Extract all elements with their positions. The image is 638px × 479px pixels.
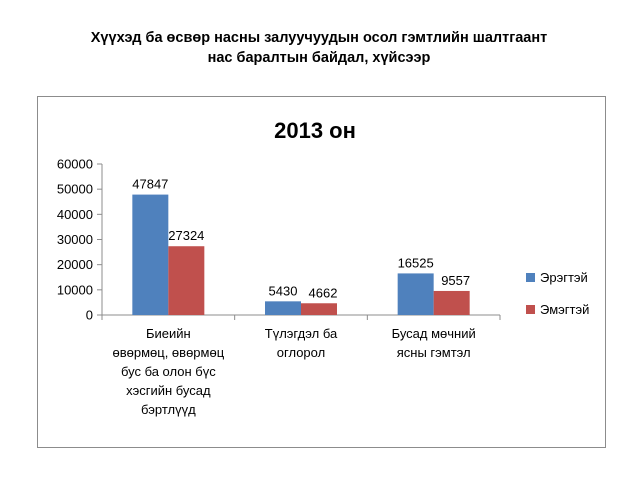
legend-swatch	[526, 273, 535, 282]
category-label-line: Биеийн	[146, 326, 191, 341]
data-label: 5430	[269, 283, 298, 298]
chart-frame	[37, 96, 606, 448]
legend-label: Эрэгтэй	[540, 270, 588, 285]
y-tick-label: 10000	[57, 282, 93, 297]
category-label-line: бус ба олон бүс	[121, 364, 216, 379]
bar-series-2	[433, 290, 470, 315]
bar-series-1	[397, 273, 434, 315]
y-tick-label: 20000	[57, 257, 93, 272]
category-label: Бусад мөчний ясны гэмтэл	[392, 326, 476, 360]
category-label-line: өвөрмөц, өвөрмөц	[113, 345, 225, 360]
slide-title-line-1: Хүүхэд ба өсвөр насны залуучуудын осол г…	[90, 30, 548, 46]
data-label: 27324	[168, 228, 204, 243]
bar-series-1	[265, 301, 301, 315]
slide-title: Хүүхэд ба өсвөр насны залуучуудын осол г…	[0, 28, 638, 68]
data-label: 4662	[309, 285, 338, 300]
slide-title-line-2: нас баралтын байдал, хүйсээр	[207, 50, 431, 66]
y-tick-label: 0	[86, 308, 93, 323]
legend-label: Эмэгтэй	[540, 302, 589, 317]
y-tick-label: 40000	[57, 207, 93, 222]
y-tick-label: 60000	[57, 157, 93, 172]
chart-title: 2013 он	[274, 118, 356, 143]
category-label-line: оглорол	[277, 345, 325, 360]
bars	[132, 194, 470, 315]
category-label-line: ясны гэмтэл	[397, 345, 471, 360]
y-tick-label: 50000	[57, 182, 93, 197]
legend: Эрэгтэй Эмэгтэй	[526, 270, 589, 317]
data-label: 47847	[132, 177, 168, 192]
category-label-line: бэртлүүд	[141, 402, 196, 417]
category-label-line: Түлэгдэл ба	[265, 326, 338, 341]
labels: 0 10000 20000 30000 40000 50000 60000 47847 2732…	[57, 157, 476, 418]
category-label-line: Бусад мөчний	[392, 326, 476, 341]
category-label: Биеийн өвөрмөц, өвөрмөц бус ба олон бүс хэс…	[113, 326, 225, 417]
bar-series-2	[168, 246, 205, 315]
category-label-line: хэсгийн бусад	[126, 383, 211, 398]
bar-series-1	[132, 194, 169, 315]
data-label: 16525	[398, 255, 434, 270]
y-tick-label: 30000	[57, 232, 93, 247]
legend-swatch	[526, 305, 535, 314]
data-label: 9557	[441, 273, 470, 288]
bar-series-2	[301, 303, 337, 315]
category-label: Түлэгдэл ба оглорол	[265, 326, 338, 360]
